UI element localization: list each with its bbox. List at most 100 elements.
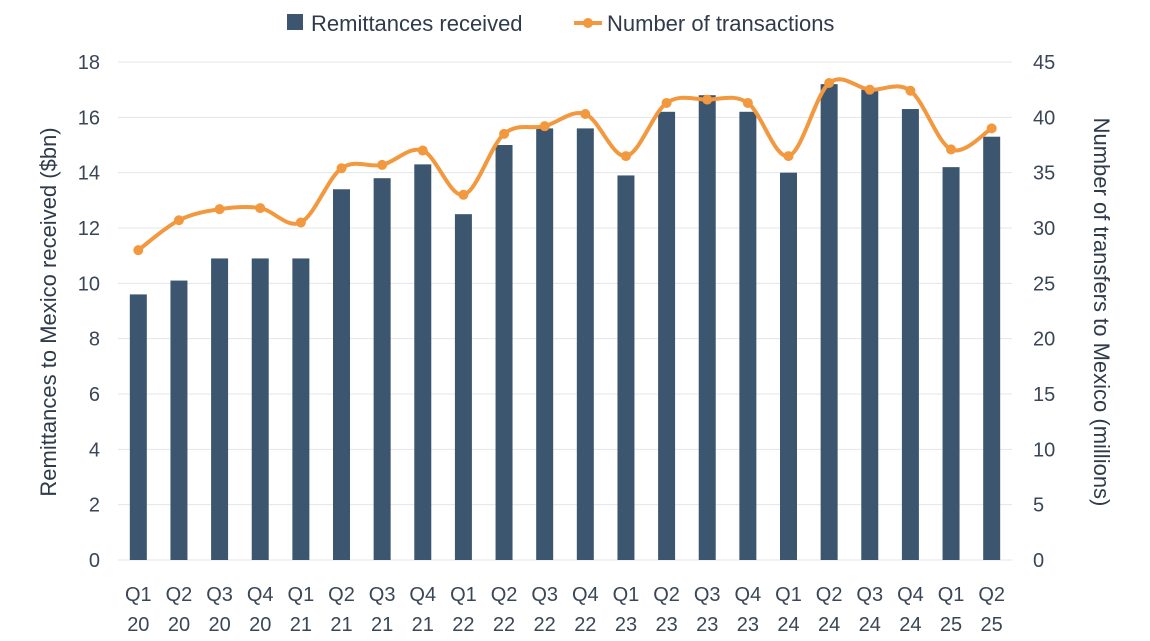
line-point (295, 217, 306, 228)
bar-series-remittances (129, 84, 1001, 561)
bar (211, 258, 229, 560)
bar (454, 214, 472, 560)
line-point (377, 159, 388, 170)
right-axis-title: Number of transfers to Mexico (millions) (1089, 118, 1114, 507)
right-tick-label: 10 (1033, 439, 1055, 461)
bar (292, 258, 310, 560)
left-tick-label: 6 (89, 384, 100, 406)
bar (170, 280, 188, 560)
line-point (824, 78, 835, 89)
bar (942, 167, 960, 560)
left-tick-label: 8 (89, 329, 100, 351)
line-point (255, 203, 266, 214)
line-point (742, 97, 753, 108)
right-tick-label: 30 (1033, 218, 1055, 240)
line-point (702, 94, 713, 105)
left-tick-label: 0 (89, 550, 100, 572)
right-tick-label: 0 (1033, 550, 1044, 572)
bar (861, 89, 879, 561)
bar (373, 178, 391, 560)
line-point (864, 84, 875, 95)
x-tick-label-year: 24 (859, 614, 881, 636)
x-tick-label-quarter: Q1 (288, 584, 315, 606)
bar (820, 84, 838, 560)
right-tick-label: 40 (1033, 107, 1055, 129)
bar (576, 128, 594, 560)
x-tick-label-year: 24 (818, 614, 840, 636)
line-point (173, 215, 184, 226)
x-tick-label-quarter: Q4 (247, 584, 274, 606)
x-axis-ticks: Q1 20 Q2 20 Q3 20 Q4 20 Q1 21 Q2 21 Q3 21 Q4 21 Q1 22 Q2 22… (125, 584, 1005, 636)
x-tick-label-quarter: Q2 (978, 584, 1005, 606)
legend-label-remittances: Remittances received (311, 11, 523, 36)
x-tick-label-year: 21 (330, 614, 352, 636)
x-tick-label-year: 23 (615, 614, 637, 636)
right-tick-label: 5 (1033, 495, 1044, 517)
bar (414, 164, 432, 560)
x-tick-label-year: 22 (534, 614, 556, 636)
bar (698, 95, 716, 560)
line-point (946, 144, 957, 155)
x-tick-label-quarter: Q1 (938, 584, 965, 606)
bar (536, 128, 554, 560)
bar (129, 294, 147, 560)
line-point (905, 85, 916, 96)
bar (617, 175, 635, 560)
right-tick-label: 25 (1033, 273, 1055, 295)
line-series-transactions (133, 77, 997, 256)
x-tick-label-year: 23 (696, 614, 718, 636)
right-tick-label: 35 (1033, 163, 1055, 185)
line-point (499, 128, 510, 139)
line-point (620, 151, 631, 162)
left-tick-label: 10 (78, 273, 100, 295)
x-tick-label-quarter: Q3 (206, 584, 233, 606)
line-point (214, 204, 225, 215)
transactions-line (137, 77, 993, 252)
left-axis-title: Remittances to Mexico received ($bn) (36, 127, 61, 496)
right-tick-label: 20 (1033, 329, 1055, 351)
x-tick-label-quarter: Q2 (653, 584, 680, 606)
line-point (458, 189, 469, 200)
line-point (661, 97, 672, 108)
x-tick-label-quarter: Q2 (816, 584, 843, 606)
bar (901, 109, 919, 561)
bar (333, 189, 350, 560)
bar (780, 172, 797, 560)
x-tick-label-quarter: Q1 (450, 584, 477, 606)
x-tick-label-year: 23 (655, 614, 677, 636)
line-point (133, 245, 144, 256)
x-tick-label-year: 25 (981, 614, 1003, 636)
x-tick-label-year: 21 (290, 614, 312, 636)
line-point (336, 163, 347, 174)
x-tick-label-quarter: Q2 (328, 584, 355, 606)
line-point (580, 109, 591, 120)
x-tick-label-quarter: Q2 (166, 584, 193, 606)
x-tick-label-quarter: Q1 (125, 584, 152, 606)
x-tick-label-year: 24 (899, 614, 921, 636)
legend-label-transactions: Number of transactions (607, 11, 834, 36)
x-tick-label-year: 22 (493, 614, 515, 636)
right-tick-label: 15 (1033, 384, 1055, 406)
x-tick-label-quarter: Q4 (897, 584, 924, 606)
line-point (417, 145, 428, 156)
legend: Remittances received Number of transacti… (287, 11, 834, 36)
x-tick-label-quarter: Q2 (491, 584, 518, 606)
x-tick-label-year: 24 (777, 614, 799, 636)
left-tick-label: 16 (78, 107, 100, 129)
bar (251, 258, 269, 560)
legend-swatch-transactions-marker (583, 18, 593, 28)
right-axis-ticks: 0 5 10 15 20 25 30 35 40 45 (1033, 52, 1055, 572)
x-tick-label-year: 25 (940, 614, 962, 636)
right-tick-label: 45 (1033, 52, 1055, 74)
left-tick-label: 14 (78, 163, 100, 185)
x-tick-label-quarter: Q3 (856, 584, 883, 606)
x-tick-label-year: 20 (127, 614, 149, 636)
bar (658, 111, 676, 561)
x-tick-label-year: 22 (452, 614, 474, 636)
bar (739, 111, 757, 561)
left-axis-ticks: 0 2 4 6 8 10 12 14 16 18 (78, 52, 100, 572)
x-tick-label-year: 22 (574, 614, 596, 636)
x-tick-label-quarter: Q3 (694, 584, 721, 606)
left-tick-label: 4 (89, 439, 100, 461)
